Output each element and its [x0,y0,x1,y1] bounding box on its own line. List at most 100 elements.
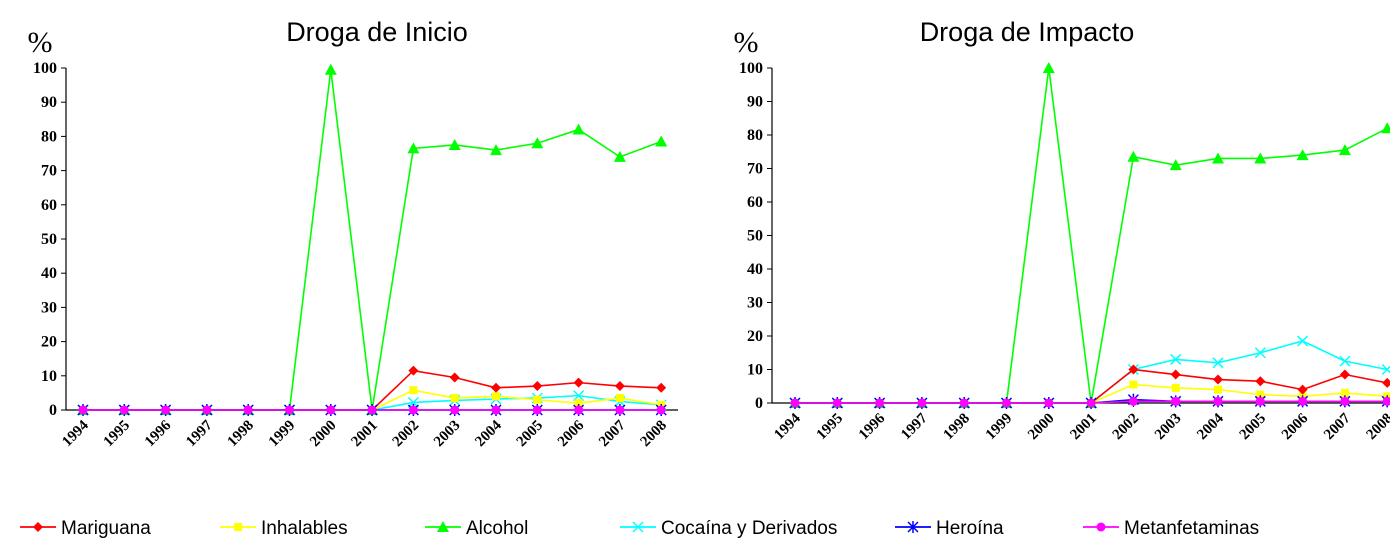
legend-item: Heroína [895,518,1004,539]
data-point [450,405,460,415]
y-tick-label: 90 [747,94,763,111]
legend-marker [234,523,242,531]
x-tick-label: 2006 [1279,410,1312,443]
chart-droga-de-impacto: Droga de Impacto % 0 10 20 30 40 50 60 70 80 90 10… [734,17,1390,443]
y-tick-label: 40 [41,265,57,282]
data-point [614,381,625,392]
x-tick-label: 2005 [514,418,547,451]
y-tick-label: 0 [49,402,57,419]
data-point [532,405,542,415]
x-tick-label: 2008 [1364,411,1390,444]
data-point [285,405,294,415]
data-point [326,405,336,415]
x-tick-label: 1998 [225,418,258,451]
y-tick-label: 80 [41,128,57,145]
x-tick-label: 1996 [142,417,175,450]
data-point [324,63,337,75]
legend-item: Cocaína y Derivados [620,518,837,539]
data-point [1381,363,1390,376]
data-point [1128,396,1138,406]
x-tick-label: 2006 [555,417,588,450]
data-point [243,405,253,415]
data-point [1381,122,1390,134]
data-point [832,398,842,408]
data-point [1127,150,1140,162]
data-point [572,123,585,135]
legend-item: Alcohol [425,518,528,539]
x-tick-label: 1994 [771,410,804,443]
data-point [573,377,584,388]
data-point [1214,385,1222,394]
y-tick-label: 70 [747,161,763,178]
legend-item: Mariguana [20,518,151,539]
data-point [367,405,377,415]
x-tick-label: 1994 [59,417,92,450]
x-tick-label: 1999 [983,411,1016,444]
y-tick-label: 50 [747,228,763,245]
data-point [161,405,171,415]
data-point [533,395,542,404]
data-point [531,137,544,149]
data-point [119,405,129,415]
x-tick-label: 2001 [1067,411,1100,444]
data-point [1340,388,1349,397]
x-tick-label: 1999 [266,418,299,451]
data-point [1169,159,1182,171]
x-tick-label: 1998 [941,411,974,444]
legend-marker [437,521,449,532]
data-point [613,150,626,162]
y-tick-label: 60 [747,194,763,211]
legend-marker [907,521,919,533]
x-tick-label: 2007 [596,417,629,450]
y-tick-label: 0 [755,395,763,412]
data-point [1338,144,1351,156]
y-tick-label: 20 [41,334,57,351]
x-tick-label: 2008 [638,418,671,451]
y-tick-label: 100 [739,60,763,77]
x-tick-label: 2004 [1194,410,1227,443]
data-point [1340,396,1350,406]
data-point [1128,364,1139,375]
legend-label: Alcohol [466,518,528,539]
x-tick-label: 2002 [1110,411,1143,444]
legend-label: Metanfetaminas [1124,518,1259,539]
data-point [574,399,583,408]
data-point [407,142,420,154]
data-point [1339,369,1350,380]
data-point [448,138,461,150]
data-point [959,398,969,408]
data-point [1255,376,1266,387]
x-tick-label: 2007 [1321,410,1354,443]
y-tick-label: 90 [41,94,57,111]
y-tick-label: 70 [41,163,57,180]
chart-droga-de-inicio: Droga de Inicio % 0 10 20 30 40 50 60 70 80 90 100… [28,17,678,451]
y-tick-label: 30 [747,295,763,312]
data-point [449,372,460,383]
data-point [1129,380,1138,389]
x-tick-label: 2000 [1025,411,1058,444]
y-tick-label: 50 [41,231,57,248]
chart-title: Droga de Impacto [920,17,1135,47]
y-tick-label: 40 [747,261,763,278]
y-tick-label: 60 [41,197,57,214]
y-axis-label: % [28,26,53,59]
data-point [1212,357,1224,369]
data-point [409,386,418,395]
y-tick-label: 100 [33,60,57,77]
data-point [408,405,418,415]
data-point [202,405,212,415]
data-point [655,135,668,147]
data-point [1256,390,1265,399]
data-point [1170,353,1182,365]
y-tick-label: 20 [747,328,763,345]
x-tick-label: 2005 [1237,411,1270,444]
x-tick-label: 1997 [898,410,931,443]
y-tick-label: 10 [41,368,57,385]
y-tick-label: 10 [747,362,763,379]
data-point [1044,398,1054,408]
x-tick-label: 2004 [472,417,505,450]
data-point [1213,374,1223,385]
data-point [573,390,585,402]
x-tick-label: 2003 [431,418,464,451]
